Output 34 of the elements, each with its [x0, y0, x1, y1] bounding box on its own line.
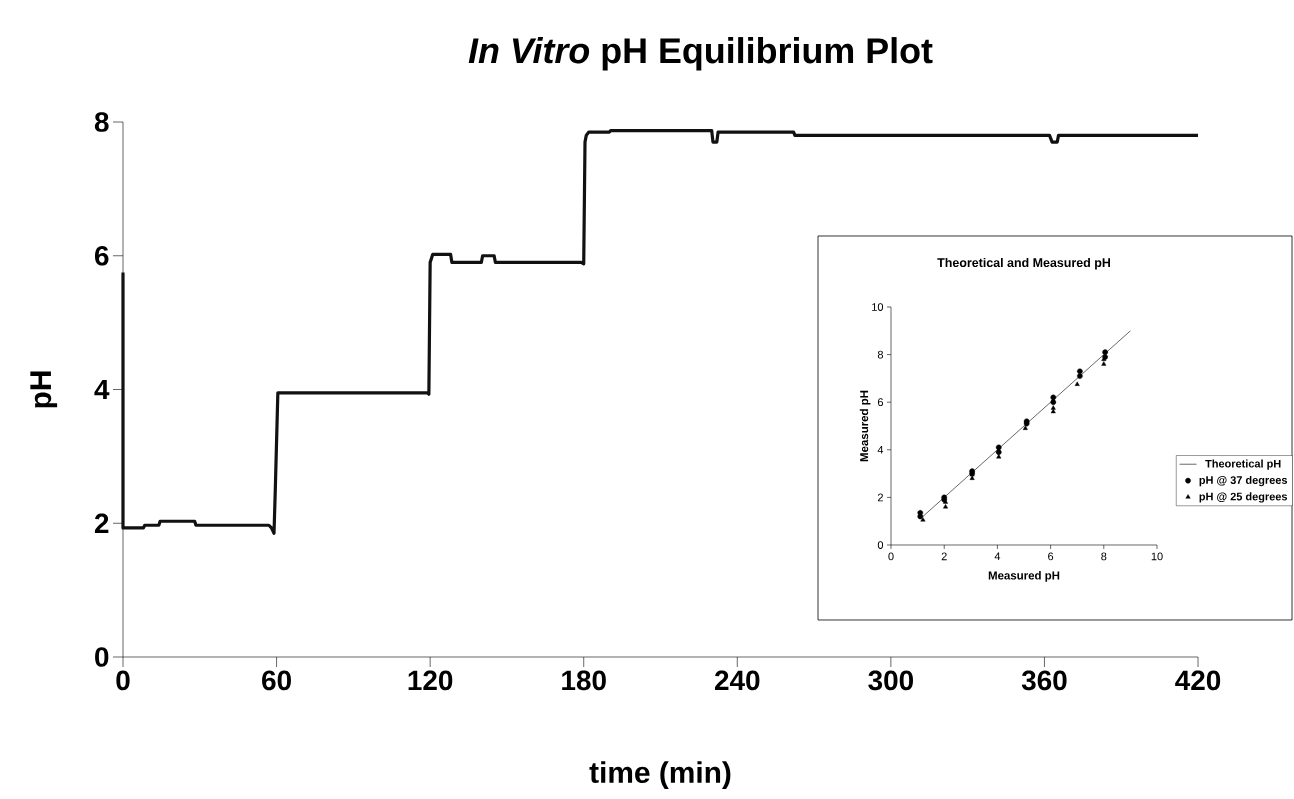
x-tick-label: 0 [116, 670, 130, 691]
x-tick-label: 360 [1021, 670, 1067, 691]
y-tick-label: 8 [94, 112, 109, 132]
y-tick-label: 4 [877, 446, 884, 454]
x-tick-label: 2 [941, 552, 947, 561]
chart-title: Theoretical and Measured pH [937, 257, 1111, 270]
y-axis-title: pH [30, 371, 58, 408]
legend-label: pH @ 25 degrees [1199, 492, 1288, 503]
y-tick-label: 6 [94, 245, 109, 266]
x-tick-label: 180 [562, 670, 606, 691]
chart-title: In Vitro pH Equilibrium Plot [468, 37, 933, 71]
y-tick-label: 2 [94, 513, 109, 533]
x-tick-label: 0 [888, 552, 894, 561]
x-tick-label: 120 [408, 670, 453, 691]
x-tick-label: 300 [868, 670, 913, 691]
x-axis-title: Measured pH [988, 571, 1060, 582]
y-tick-label: 4 [94, 379, 110, 400]
x-tick-label: 6 [1048, 552, 1054, 561]
x-axis-title: time (min) [589, 761, 731, 790]
x-tick-label: 240 [714, 670, 760, 691]
y-axis-title: Measured pH [859, 390, 871, 462]
x-tick-label: 8 [1101, 552, 1107, 561]
x-tick-label: 10 [1151, 552, 1163, 561]
x-tick-label: 4 [994, 552, 1001, 561]
y-tick-label: 8 [877, 350, 884, 359]
y-tick-label: 2 [877, 493, 883, 502]
y-tick-label: 10 [872, 303, 884, 311]
y-tick-label: 0 [95, 647, 109, 667]
y-tick-label: 6 [877, 398, 884, 407]
legend-label: Theoretical pH [1205, 459, 1281, 470]
x-tick-label: 60 [262, 670, 291, 691]
legend-label: pH @ 37 degrees [1199, 475, 1288, 487]
y-tick-label: 0 [877, 541, 884, 549]
x-tick-label: 420 [1175, 670, 1221, 691]
